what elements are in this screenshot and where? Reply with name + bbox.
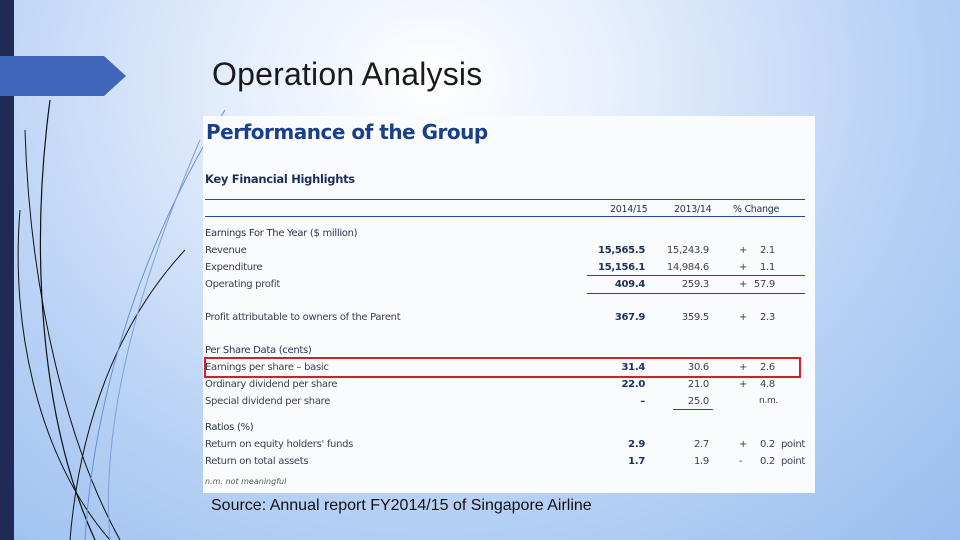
change-sign: + xyxy=(739,362,748,373)
change-value: 1.1 xyxy=(759,262,775,273)
column-header-2013: 2013/14 xyxy=(674,204,712,215)
value-2013: 359.5 xyxy=(681,312,709,323)
value-2014: 409.4 xyxy=(614,279,645,290)
footnote: n.m. not meaningful xyxy=(205,477,287,486)
table-row-eps-basic: Earnings per share – basic 31.4 30.6 + 2… xyxy=(205,362,805,378)
row-label: Revenue xyxy=(205,245,247,256)
row-label: Operating profit xyxy=(205,279,280,290)
section-label: Ratios (%) xyxy=(205,422,254,433)
change-value: 57.9 xyxy=(753,279,775,290)
value-2014: 15,156.1 xyxy=(598,262,645,273)
value-2014: 22.0 xyxy=(621,379,646,390)
row-label: Profit attributable to owners of the Par… xyxy=(205,312,401,323)
table-row-operating-profit: Operating profit 409.4 259.3 + 57.9 xyxy=(205,279,805,295)
value-2014: 1.7 xyxy=(628,456,645,467)
value-2014: 2.9 xyxy=(628,439,645,450)
report-subheading: Key Financial Highlights xyxy=(205,172,355,186)
value-2014: – xyxy=(640,396,645,407)
table-row-special-dividend: Special dividend per share – 25.0 n.m. xyxy=(205,396,805,412)
decorative-lines xyxy=(17,99,226,540)
report-image: Performance of the Group Key Financial H… xyxy=(203,116,815,493)
change-sign: + xyxy=(739,245,748,256)
section-per-share: Per Share Data (cents) xyxy=(205,345,805,361)
change-not-meaningful: n.m. xyxy=(759,396,778,406)
change-unit: point xyxy=(781,456,806,467)
subtotal-rule xyxy=(587,275,805,276)
total-rule xyxy=(587,293,805,294)
section-label: Per Share Data (cents) xyxy=(205,345,312,356)
value-2013: 259.3 xyxy=(681,279,709,290)
table-row-expenditure: Expenditure 15,156.1 14,984.6 + 1.1 xyxy=(205,262,805,278)
change-value: 2.1 xyxy=(759,245,775,256)
change-sign: - xyxy=(739,456,743,467)
row-label: Ordinary dividend per share xyxy=(205,379,338,390)
special-dividend-rule xyxy=(673,409,713,410)
row-label: Special dividend per share xyxy=(205,396,331,407)
value-2013: 21.0 xyxy=(687,379,709,390)
header-rule-bottom xyxy=(205,216,805,217)
change-sign: + xyxy=(739,379,748,390)
value-2013: 14,984.6 xyxy=(666,262,709,273)
title-tab-arrow xyxy=(0,56,126,96)
section-label: Earnings For The Year ($ million) xyxy=(205,228,358,239)
slide-title: Operation Analysis xyxy=(212,56,483,92)
value-2014: 31.4 xyxy=(621,362,646,373)
change-sign: + xyxy=(739,279,748,290)
value-2013: 1.9 xyxy=(693,456,709,467)
value-2014: 15,565.5 xyxy=(598,245,645,256)
value-2013: 15,243.9 xyxy=(666,245,709,256)
value-2013: 25.0 xyxy=(687,396,709,407)
change-value: 4.8 xyxy=(759,379,775,390)
column-header-2014: 2014/15 xyxy=(610,204,648,215)
change-value: 0.2 xyxy=(759,439,775,450)
source-caption: Source: Annual report FY2014/15 of Singa… xyxy=(211,497,592,514)
value-2013: 2.7 xyxy=(693,439,709,450)
row-label: Return on equity holders' funds xyxy=(205,439,354,450)
section-ratios: Ratios (%) xyxy=(205,422,805,438)
value-2014: 367.9 xyxy=(614,312,645,323)
table-row-ordinary-dividend: Ordinary dividend per share 22.0 21.0 + … xyxy=(205,379,805,395)
change-value: 0.2 xyxy=(759,456,775,467)
eps-highlight-box xyxy=(204,357,801,378)
change-sign: + xyxy=(739,312,748,323)
report-heading: Performance of the Group xyxy=(206,120,488,144)
header-rule-top xyxy=(205,199,805,200)
row-label: Expenditure xyxy=(205,262,263,273)
left-accent-bar xyxy=(0,0,14,540)
change-value: 2.3 xyxy=(759,312,775,323)
value-2013: 30.6 xyxy=(687,362,709,373)
table-row-roa: Return on total assets 1.7 1.9 - 0.2 poi… xyxy=(205,456,805,472)
row-label: Earnings per share – basic xyxy=(205,362,329,373)
change-value: 2.6 xyxy=(759,362,775,373)
change-unit: point xyxy=(781,439,806,450)
table-row-profit-owners: Profit attributable to owners of the Par… xyxy=(205,312,805,328)
column-header-change: % Change xyxy=(733,204,780,215)
section-earnings: Earnings For The Year ($ million) xyxy=(205,228,805,244)
change-sign: + xyxy=(739,439,748,450)
row-label: Return on total assets xyxy=(205,456,309,467)
table-row-roe: Return on equity holders' funds 2.9 2.7 … xyxy=(205,439,805,455)
table-row-revenue: Revenue 15,565.5 15,243.9 + 2.1 xyxy=(205,245,805,261)
change-sign: + xyxy=(739,262,748,273)
